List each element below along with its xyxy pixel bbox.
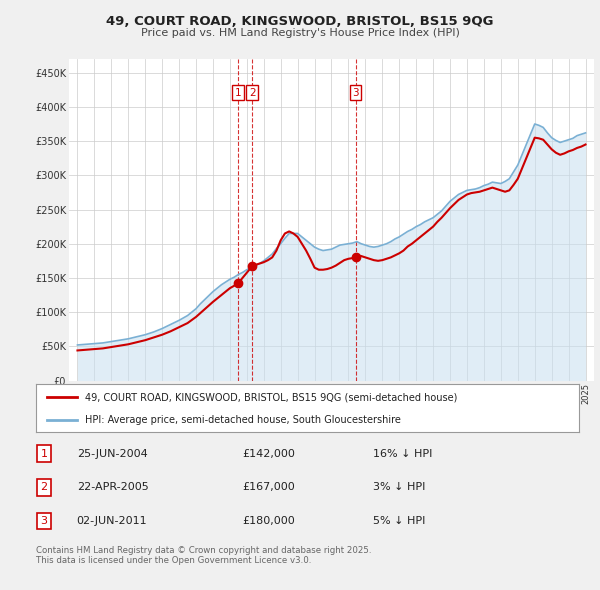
Text: 16% ↓ HPI: 16% ↓ HPI xyxy=(373,449,432,459)
Text: 2: 2 xyxy=(249,88,256,98)
Text: 5% ↓ HPI: 5% ↓ HPI xyxy=(373,516,425,526)
Text: Contains HM Land Registry data © Crown copyright and database right 2025.
This d: Contains HM Land Registry data © Crown c… xyxy=(36,546,371,565)
Text: 1: 1 xyxy=(41,449,47,459)
Text: 1: 1 xyxy=(235,88,241,98)
Text: Price paid vs. HM Land Registry's House Price Index (HPI): Price paid vs. HM Land Registry's House … xyxy=(140,28,460,38)
Text: 3: 3 xyxy=(41,516,47,526)
Text: HPI: Average price, semi-detached house, South Gloucestershire: HPI: Average price, semi-detached house,… xyxy=(85,415,401,425)
Text: £180,000: £180,000 xyxy=(242,516,295,526)
Text: 49, COURT ROAD, KINGSWOOD, BRISTOL, BS15 9QG (semi-detached house): 49, COURT ROAD, KINGSWOOD, BRISTOL, BS15… xyxy=(85,392,457,402)
Text: 3% ↓ HPI: 3% ↓ HPI xyxy=(373,483,425,492)
Text: 3: 3 xyxy=(352,88,359,98)
Text: £167,000: £167,000 xyxy=(242,483,295,492)
Text: £142,000: £142,000 xyxy=(242,449,295,459)
Text: 2: 2 xyxy=(41,483,48,492)
Text: 49, COURT ROAD, KINGSWOOD, BRISTOL, BS15 9QG: 49, COURT ROAD, KINGSWOOD, BRISTOL, BS15… xyxy=(106,15,494,28)
Text: 22-APR-2005: 22-APR-2005 xyxy=(77,483,148,492)
Text: 25-JUN-2004: 25-JUN-2004 xyxy=(77,449,148,459)
Text: 02-JUN-2011: 02-JUN-2011 xyxy=(77,516,148,526)
